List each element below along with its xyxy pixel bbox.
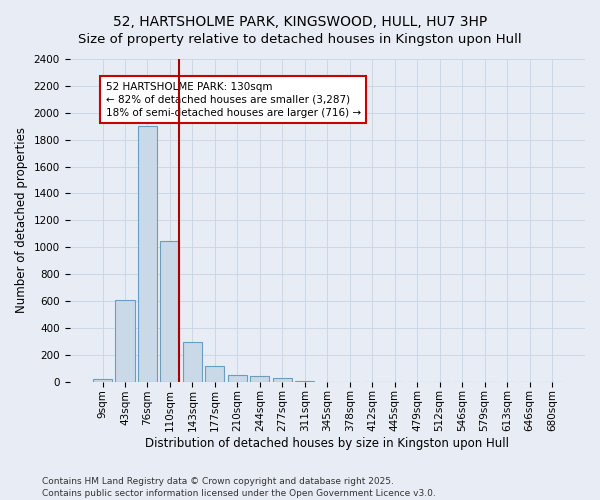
Text: Size of property relative to detached houses in Kingston upon Hull: Size of property relative to detached ho… — [78, 32, 522, 46]
Bar — [93, 379, 112, 382]
Bar — [295, 381, 314, 382]
Bar — [273, 378, 292, 382]
Bar — [160, 241, 179, 382]
Text: Contains HM Land Registry data © Crown copyright and database right 2025.
Contai: Contains HM Land Registry data © Crown c… — [42, 476, 436, 498]
Text: 52, HARTSHOLME PARK, KINGSWOOD, HULL, HU7 3HP: 52, HARTSHOLME PARK, KINGSWOOD, HULL, HU… — [113, 15, 487, 29]
X-axis label: Distribution of detached houses by size in Kingston upon Hull: Distribution of detached houses by size … — [145, 437, 509, 450]
Text: 52 HARTSHOLME PARK: 130sqm
← 82% of detached houses are smaller (3,287)
18% of s: 52 HARTSHOLME PARK: 130sqm ← 82% of deta… — [106, 82, 361, 118]
Bar — [250, 376, 269, 382]
Bar — [138, 126, 157, 382]
Bar — [228, 375, 247, 382]
Bar — [115, 300, 134, 382]
Y-axis label: Number of detached properties: Number of detached properties — [15, 128, 28, 314]
Bar — [205, 366, 224, 382]
Bar — [183, 342, 202, 382]
